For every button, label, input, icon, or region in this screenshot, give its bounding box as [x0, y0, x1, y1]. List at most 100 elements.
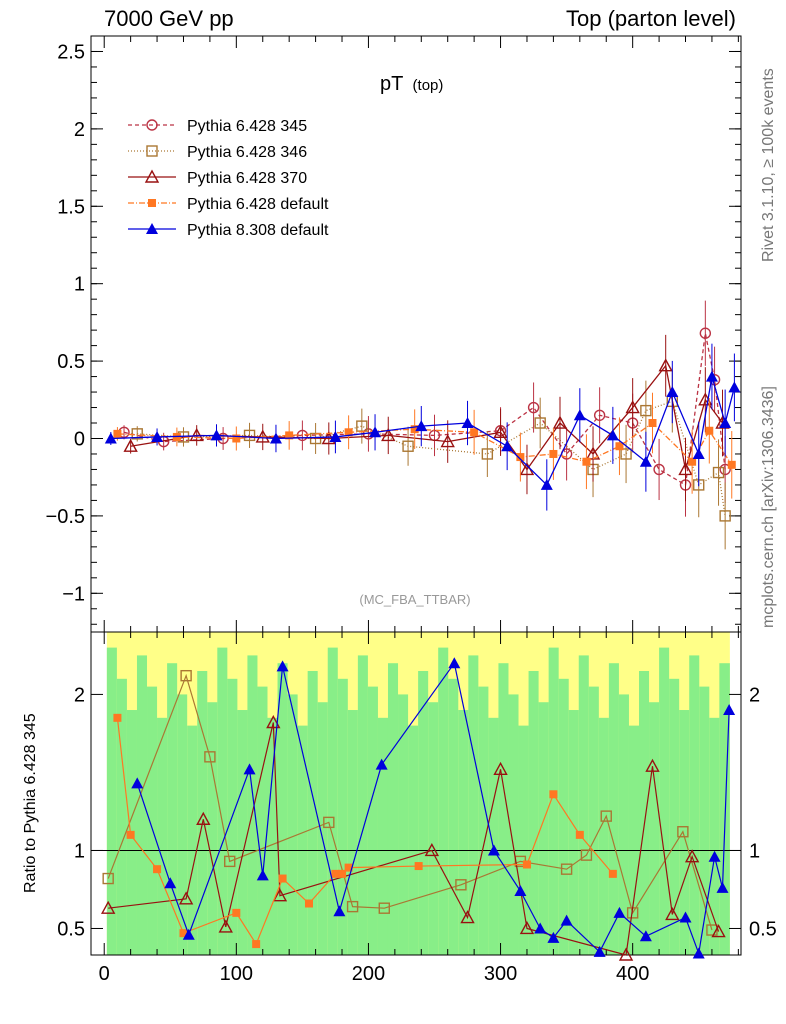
ratio-series-line [108, 722, 720, 956]
data-point [414, 862, 423, 871]
ratio-band-inner [649, 702, 660, 955]
data-point [369, 426, 382, 438]
data-point [580, 849, 593, 861]
y-tick-label: 2 [74, 684, 85, 706]
series-line [110, 376, 736, 487]
data-point [344, 863, 353, 872]
x-tick-label: 300 [484, 963, 517, 985]
data-point [727, 460, 736, 469]
ratio-band-inner [578, 655, 590, 955]
data-point [269, 432, 282, 444]
ratio-band-inner [639, 671, 650, 955]
data-point [189, 427, 204, 442]
header-left-label: 7000 GeV pp [104, 6, 234, 31]
x-tick-label: 200 [352, 963, 385, 985]
data-point [501, 440, 514, 452]
ratio-band-inner [347, 710, 359, 955]
ratio-band-inner [699, 686, 710, 955]
main-plot-panel: −1 −0.5 0 0.5 1 1.5 2 2.5 [46, 35, 742, 633]
legend-item: Pythia 6.428 370 [128, 169, 307, 187]
data-point [481, 448, 494, 460]
data-point [146, 145, 158, 157]
legend-item: Pythia 8.308 default [128, 222, 329, 239]
data-point [196, 811, 211, 825]
data-point [338, 869, 347, 878]
data-point [402, 440, 414, 452]
data-point [461, 417, 474, 429]
y-tick-label: 1 [74, 840, 85, 862]
data-point [440, 434, 455, 448]
data-point [679, 911, 692, 923]
data-point [113, 429, 122, 438]
y-tick-label: 1.5 [57, 196, 85, 218]
ratio-band-inner [628, 725, 640, 955]
ratio-series-line [107, 673, 713, 931]
ratio-band-inner [568, 710, 580, 955]
series-3 [113, 392, 736, 499]
ratio-band-inner [217, 647, 228, 955]
data-point [487, 844, 500, 856]
data-point [639, 455, 652, 467]
ratio-band-inner [618, 694, 630, 955]
data-point [210, 429, 223, 441]
data-point [131, 777, 144, 789]
data-point [658, 358, 673, 372]
x-tick-label: 0 [99, 963, 110, 985]
data-point [573, 409, 586, 421]
data-point [146, 119, 158, 131]
data-point [618, 947, 634, 961]
y-tick-label: 0 [74, 428, 85, 450]
data-point [323, 816, 335, 829]
series-0 [118, 300, 731, 517]
data-point [285, 431, 294, 440]
data-point [534, 417, 546, 429]
data-point [378, 902, 390, 914]
data-point [243, 763, 256, 775]
ratio-band-inner [367, 686, 379, 955]
data-point [164, 877, 177, 889]
data-point [699, 327, 712, 339]
ratio-band-inner [679, 710, 690, 955]
data-point [527, 401, 540, 414]
data-point [460, 910, 475, 924]
ratio-band-inner [157, 717, 168, 955]
data-point [648, 419, 657, 428]
data-point [415, 420, 428, 432]
series-line [123, 333, 726, 486]
data-point [344, 428, 353, 437]
data-point [131, 428, 143, 440]
data-point [146, 223, 158, 234]
data-point [613, 906, 626, 918]
data-point [218, 919, 233, 933]
data-point [180, 669, 192, 682]
y-tick-label: −0.5 [46, 506, 85, 528]
data-point [102, 872, 114, 885]
ratio-band-inner [438, 647, 449, 955]
ratio-band-inner [408, 725, 419, 955]
chart-legend: Pythia 6.428 345 Pythia 6.428 346 Pythia 6… [128, 118, 329, 239]
ratio-band-inner [247, 655, 258, 955]
data-point [582, 457, 591, 466]
ratio-band-inner [558, 678, 570, 955]
data-point [113, 713, 122, 722]
data-point [593, 409, 606, 421]
ratio-band-inner [297, 725, 309, 955]
ratio-band-inner [357, 655, 369, 955]
data-point [684, 849, 700, 863]
data-point [148, 199, 156, 207]
data-point [243, 429, 256, 442]
data-point [593, 945, 606, 957]
ratio-band-inner [418, 671, 429, 955]
data-point [585, 446, 601, 460]
legend-label: Pythia 6.428 346 [187, 144, 307, 161]
ratio-band-inner [719, 663, 730, 955]
legend-item: Pythia 6.428 345 [128, 118, 307, 135]
data-point [272, 888, 288, 902]
data-point [719, 463, 731, 476]
data-point [600, 810, 612, 822]
y-tick-label: 2 [74, 119, 85, 141]
watermark-label: (MC_FBA_TTBAR) [359, 592, 470, 607]
ratio-band-inner [116, 678, 128, 955]
ratio-band-inner [398, 694, 409, 955]
